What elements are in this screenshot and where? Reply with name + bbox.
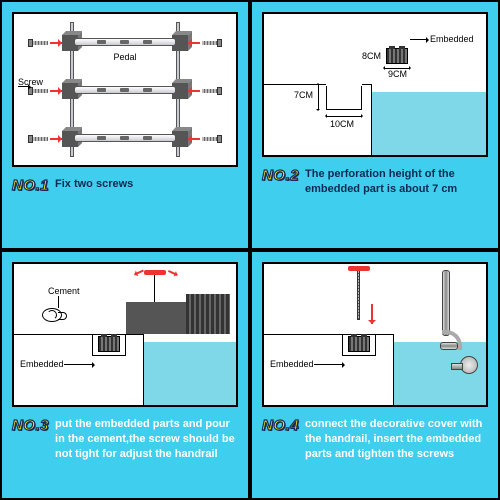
pedal-label: Pedal	[113, 52, 136, 62]
diagram-2: Embedded 8CM 9CM 7CM 10CM	[262, 12, 488, 157]
badge-3: NO.3	[12, 417, 49, 434]
dim-9: 9CM	[388, 69, 407, 79]
dim-10: 10CM	[330, 119, 354, 129]
panel-3: Embedded Cement NO.3 put the embedded pa…	[0, 250, 250, 500]
embedded-icon	[386, 48, 408, 64]
caption-4: connect the decorative cover with the ha…	[305, 417, 488, 462]
panel-2: Embedded 8CM 9CM 7CM 10CM NO.2 The perfo…	[250, 0, 500, 250]
embedded-label-2: Embedded	[430, 34, 474, 44]
caption-row-4: NO.4 connect the decorative cover with t…	[262, 417, 488, 462]
diagram-1: Pedal Screw	[12, 12, 238, 167]
instruction-grid: Pedal Screw NO.1 Fix two screws Embedded…	[0, 0, 500, 500]
diagram-3: Embedded Cement	[12, 262, 238, 407]
embedded-icon-3	[98, 336, 120, 352]
embedded-icon-4	[348, 336, 370, 352]
caption-2: The perforation height of the embedded p…	[305, 167, 488, 197]
handrail-pipe	[442, 270, 450, 336]
caption-row-1: NO.1 Fix two screws	[12, 177, 238, 194]
panel-4: Embedded NO.4 connect the decorative cov…	[250, 250, 500, 500]
badge-1: NO.1	[12, 177, 49, 194]
caption-1: Fix two screws	[55, 177, 133, 192]
embedded-label-3: Embedded	[20, 359, 64, 369]
embedded-label-4: Embedded	[270, 359, 314, 369]
dim-8: 8CM	[362, 51, 381, 61]
dim-7: 7CM	[294, 90, 313, 100]
caption-3: put the embedded parts and pour in the c…	[55, 417, 238, 462]
caption-row-3: NO.3 put the embedded parts and pour in …	[12, 417, 238, 462]
panel-1: Pedal Screw NO.1 Fix two screws	[0, 0, 250, 250]
diagram-4: Embedded	[262, 262, 488, 407]
ladder: Pedal	[52, 22, 198, 157]
caption-row-2: NO.2 The perforation height of the embed…	[262, 167, 488, 197]
badge-4: NO.4	[262, 417, 299, 434]
badge-2: NO.2	[262, 167, 299, 184]
decorative-cover-icon	[460, 356, 478, 374]
cement-label: Cement	[48, 286, 80, 296]
